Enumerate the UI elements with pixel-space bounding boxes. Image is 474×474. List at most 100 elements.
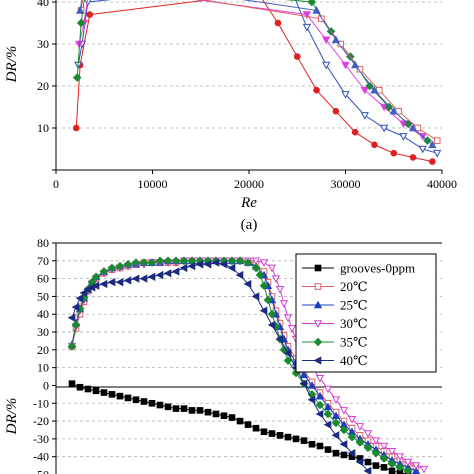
data-point <box>251 292 260 301</box>
data-point <box>323 409 333 419</box>
data-point <box>341 61 350 70</box>
data-point <box>108 391 116 398</box>
data-point <box>403 458 413 467</box>
series-line-1 <box>77 0 438 154</box>
data-point <box>371 141 378 149</box>
data-point <box>332 449 340 457</box>
data-point <box>187 262 196 271</box>
data-point <box>395 463 405 472</box>
data-point <box>403 466 413 474</box>
data-point <box>267 264 277 273</box>
data-point <box>171 256 181 266</box>
data-point <box>236 417 244 425</box>
panel-a-x-title: Re <box>240 195 257 211</box>
data-point <box>399 133 408 141</box>
data-point <box>371 448 381 458</box>
data-point <box>163 256 173 266</box>
data-point <box>251 257 261 266</box>
panel-b: 80 70 60 50 40 30 20 10 0 -10 -20 -30 -40 -50 DR/% gr… <box>4 236 442 474</box>
data-point <box>67 341 77 351</box>
panel-a-grid <box>56 1 442 129</box>
data-point <box>331 418 341 428</box>
legend-marker <box>313 320 323 328</box>
panel-a-series <box>72 0 442 165</box>
legend-label: grooves-0ppm <box>340 261 415 276</box>
data-point <box>409 154 417 161</box>
data-point <box>355 457 364 467</box>
data-point <box>76 383 84 391</box>
data-point <box>67 313 76 322</box>
data-point <box>332 107 340 115</box>
data-point <box>71 302 80 312</box>
data-point <box>313 86 320 94</box>
data-point <box>68 380 76 387</box>
data-point <box>302 11 312 19</box>
data-point <box>91 272 101 282</box>
series-3 <box>72 0 432 145</box>
data-point <box>293 53 301 60</box>
data-point <box>429 158 436 165</box>
data-point <box>428 140 437 149</box>
data-point <box>371 437 381 446</box>
data-point <box>75 294 84 303</box>
series-line-5 <box>79 0 433 146</box>
data-point <box>365 81 374 91</box>
data-point <box>355 423 365 431</box>
legend-label: 40℃ <box>340 353 368 368</box>
data-point <box>315 375 325 383</box>
data-point <box>283 349 292 358</box>
data-point <box>408 123 418 132</box>
data-point <box>72 124 80 132</box>
data-point <box>388 467 396 474</box>
data-point <box>355 438 365 447</box>
data-point <box>260 428 268 436</box>
data-point <box>316 442 324 450</box>
x-tick-label: 0 <box>53 177 59 191</box>
data-point <box>84 0 92 7</box>
data-point <box>203 260 212 269</box>
series-0 <box>68 380 412 474</box>
data-point <box>76 18 86 28</box>
data-point <box>268 430 276 437</box>
data-point <box>123 260 133 269</box>
data-point <box>99 279 108 289</box>
data-point <box>323 402 333 411</box>
data-point <box>164 403 172 411</box>
data-point <box>308 440 316 448</box>
y-tick-label: -30 <box>33 432 49 446</box>
data-point <box>99 267 109 276</box>
data-point <box>283 356 293 365</box>
data-point <box>155 270 164 280</box>
data-point <box>139 258 149 267</box>
data-point <box>179 256 189 266</box>
data-point <box>84 385 92 393</box>
legend-marker <box>314 283 322 290</box>
panel-b-ticks: 80 70 60 50 40 30 20 10 0 -10 -20 -30 -40 -50 <box>33 236 56 474</box>
y-tick-label: 30 <box>37 37 49 51</box>
data-point <box>307 395 316 404</box>
data-point <box>300 437 308 444</box>
legend-item: grooves-0ppm <box>302 261 415 276</box>
data-point <box>287 325 297 333</box>
data-point <box>347 415 357 424</box>
data-point <box>390 149 398 157</box>
data-point <box>315 391 325 400</box>
y-tick-label: 40 <box>37 307 49 321</box>
legend-item: 35℃ <box>302 335 368 350</box>
data-point <box>360 86 369 95</box>
data-point <box>180 405 188 412</box>
data-point <box>384 102 394 112</box>
data-point <box>274 19 282 27</box>
y-tick-label: 80 <box>37 236 49 250</box>
series-5 <box>67 258 372 474</box>
data-point <box>220 412 228 420</box>
y-tick-label: 0 <box>43 378 49 392</box>
data-point <box>322 61 331 70</box>
data-point <box>204 408 212 416</box>
data-point <box>364 458 372 466</box>
panel-a: 10 20 30 40 0 10000 20000 30000 40000 DR/% Re (a… <box>4 0 457 233</box>
data-point <box>372 462 380 469</box>
data-point <box>86 11 94 18</box>
data-point <box>227 263 236 273</box>
